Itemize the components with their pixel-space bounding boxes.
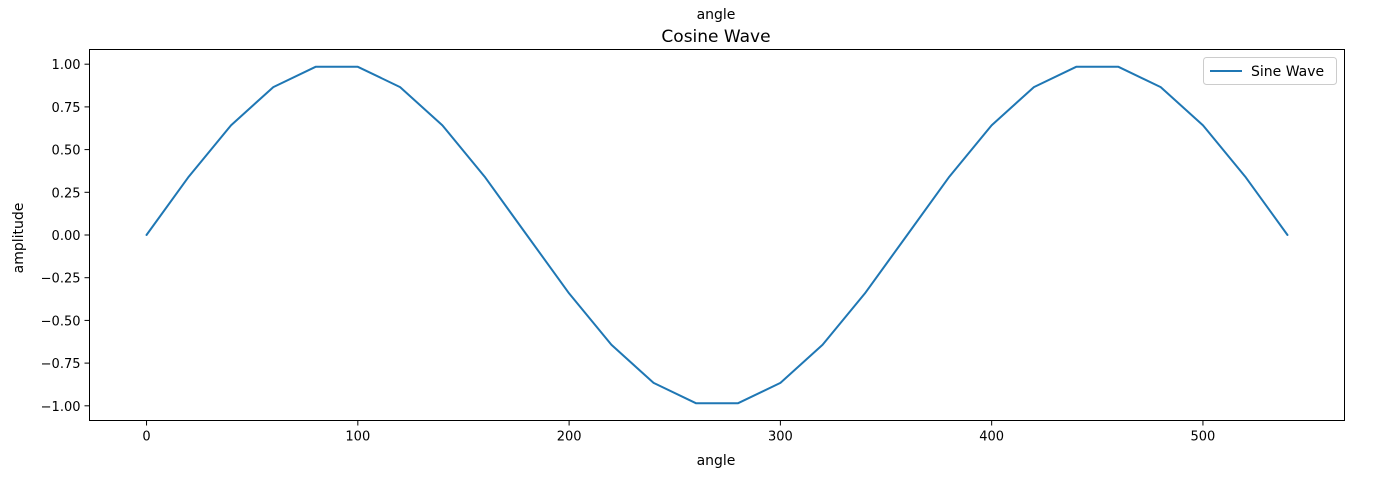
chart-title: Cosine Wave [661,27,770,47]
y-tick-label: −0.50 [41,314,81,329]
y-tick-label: 0.75 [52,101,81,116]
x-tick-label: 200 [557,430,582,445]
y-tick-label: −0.75 [41,357,81,372]
plot-area [145,65,1289,405]
y-tick-label: −1.00 [41,400,81,415]
legend-box [1203,57,1337,85]
y-axis-label: amplitude [11,203,27,274]
y-tick-label: 0.50 [52,144,81,159]
axes-frame [89,49,1345,421]
x-axis-label: angle [697,453,736,469]
axis-ticks: 0 100 200 300 400 500 1.00 0.75 0.50 0.25 0.00 −0.2… [41,58,1216,444]
chart-top-label: angle [697,7,736,23]
legend: Sine Wave [1203,57,1337,85]
legend-label-sine-wave: Sine Wave [1251,64,1324,80]
x-tick-label: 300 [768,430,793,445]
y-tick-label: 0.25 [52,186,81,201]
x-tick-label: 0 [142,430,150,445]
y-tick-label: 0.00 [52,229,81,244]
y-tick-label: −0.25 [41,272,81,287]
series-line-sine-wave [145,65,1289,405]
x-tick-label: 400 [979,430,1004,445]
y-tick-label: 1.00 [52,58,81,73]
x-tick-label: 100 [345,430,370,445]
x-tick-label: 500 [1191,430,1216,445]
